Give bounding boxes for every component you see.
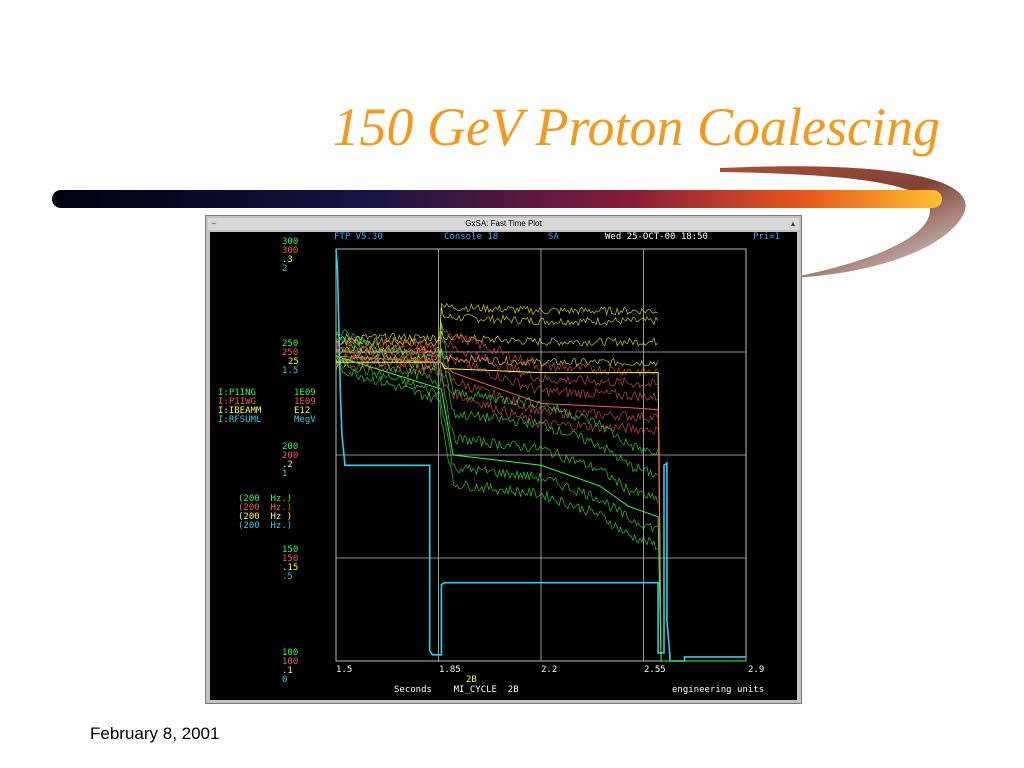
legend-rate-1: (200 Hz.)	[238, 494, 292, 504]
trace-jitter-ip1iwg-1	[335, 346, 658, 402]
footer-date: February 8, 2001	[90, 724, 220, 743]
trace-noise-layer	[335, 302, 658, 550]
trace-jitter-ip1iwg-2	[335, 336, 658, 389]
x-tick-1: 1.5	[336, 665, 352, 675]
trace-jitter-iibeamm-3	[335, 302, 658, 343]
scale-250-cyan: 1.5	[282, 366, 298, 376]
window-title: GxSA: Fast Time Plot	[465, 219, 542, 228]
legend-rate-2: (200 Hz.)	[238, 503, 292, 513]
x-axis: 1.5 1.85 2.2 2.55 2.9 2B Seconds MI_CYCL…	[336, 665, 764, 695]
scale-200-green: 200	[282, 442, 298, 452]
trace-jitter-ip1ing-1	[335, 346, 658, 504]
series-layer	[335, 248, 746, 662]
scale-top-green: 300	[282, 237, 298, 247]
scale-150-yellow: .15	[282, 563, 298, 573]
scale-bottom-green: 100	[282, 648, 298, 658]
header-sa: SA	[548, 232, 559, 242]
trace-jitter-ip1ing-2	[335, 335, 658, 478]
legend-device-3-name: I:IBEAMM	[218, 406, 262, 416]
trace-jitter-iibeamm-0	[335, 306, 658, 347]
header-pri: Pri=1	[753, 232, 780, 242]
window-menu-icon[interactable]: –	[211, 219, 217, 228]
legend-device-3-unit: E12	[294, 406, 310, 416]
trace-jitter-ip1iwg-4	[335, 322, 658, 377]
scale-200-yellow: .2	[282, 460, 293, 470]
plot-grid	[335, 248, 747, 662]
header-program: FTP V5.30	[334, 232, 383, 242]
rate-legend: (200 Hz.) (200 Hz.) (200 Hz ) (200 Hz.)	[238, 494, 292, 531]
x-tick-2: 1.85	[439, 665, 461, 675]
scale-150-red: 150	[282, 554, 298, 564]
trace-jitter-iibeamm-2	[335, 348, 658, 368]
legend-device-4-name: I:RFSUML	[218, 415, 261, 425]
legend-device-2-name: I:P1IWG	[218, 397, 256, 407]
x-tick-5: 2.9	[748, 665, 764, 675]
x-tick-3: 2.2	[541, 665, 557, 675]
legend-rate-4: (200 Hz.)	[238, 521, 292, 531]
slide-title: 150 GeV Proton Coalescing	[332, 97, 940, 157]
legend-device-2-unit: 1E09	[294, 397, 316, 407]
scale-labels: 300 300 .3 2 250 250 25 1.5 200 200 .2 1…	[282, 237, 299, 685]
scale-200-cyan: 1	[282, 469, 287, 479]
fast-time-plot-window: – GxSA: Fast Time Plot ▴ FTP V5.30 Conso…	[205, 215, 802, 704]
legend-device-1-unit: 1E09	[294, 388, 316, 398]
trace-jitter-ip1iwg-0	[335, 353, 658, 424]
scale-bottom-red: 100	[282, 657, 298, 667]
trace-jitter-ip1ing-3	[335, 356, 658, 533]
x-axis-sublabel: 2B	[466, 675, 477, 685]
title-underline-swoosh	[52, 166, 966, 278]
plot-canvas: FTP V5.30 Console 18 SA Wed 25-OCT-00 18…	[218, 232, 780, 695]
scale-bottom-cyan: 0	[282, 675, 287, 685]
window-titlebar[interactable]: – GxSA: Fast Time Plot ▴	[208, 218, 799, 230]
header-console: Console 18	[444, 232, 498, 242]
scale-200-red: 200	[282, 451, 298, 461]
trace-jitter-ip1ing-4	[335, 323, 658, 456]
scale-250-green: 250	[282, 339, 298, 349]
x-tick-4: 2.55	[644, 665, 666, 675]
trace-jitter-ip1ing-0	[335, 362, 658, 550]
series-line-ip1ing	[335, 355, 746, 662]
scale-bottom-yellow: .1	[282, 666, 293, 676]
scale-250-red: 250	[282, 348, 298, 358]
scale-top-yellow: .3	[282, 255, 293, 265]
series-line-irfsuml	[335, 248, 746, 662]
legend-device-4-unit: MegV	[294, 415, 316, 425]
plot-screen: FTP V5.30 Console 18 SA Wed 25-OCT-00 18…	[210, 232, 797, 700]
legend-device-1-name: I:P1ING	[218, 388, 256, 398]
legend-rate-3: (200 Hz )	[238, 512, 292, 522]
trace-jitter-iibeamm-1	[335, 330, 658, 355]
scale-150-cyan: .5	[282, 572, 293, 582]
device-legend: I:P1ING 1E09 I:P1IWG 1E09 I:IBEAMM E12 I…	[218, 388, 316, 425]
x-axis-label: Seconds MI_CYCLE 2B	[394, 685, 519, 695]
header-date: Wed 25-OCT-00 18:50	[605, 232, 708, 242]
window-maximize-icon[interactable]: ▴	[790, 219, 795, 228]
scale-150-green: 150	[282, 545, 298, 555]
units-note: engineering units	[672, 685, 764, 695]
scale-top-cyan: 2	[282, 264, 287, 274]
scale-top-red: 300	[282, 246, 298, 256]
scale-250-yellow: 25	[288, 357, 299, 367]
